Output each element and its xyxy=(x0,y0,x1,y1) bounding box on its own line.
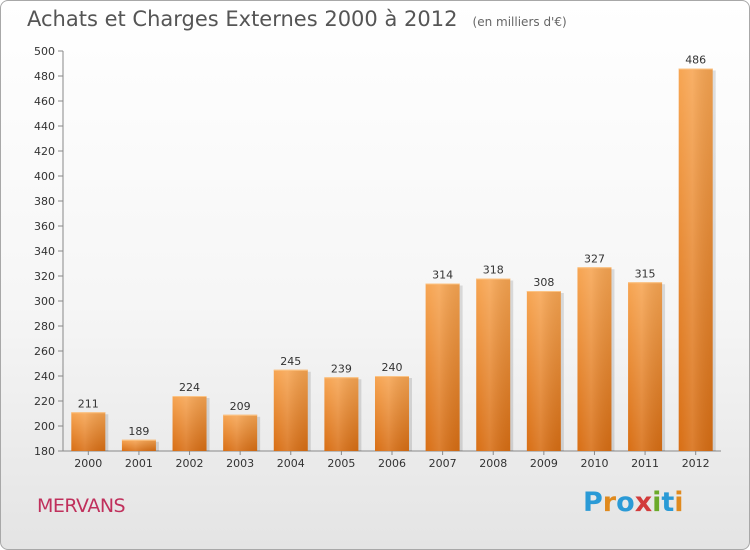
logo-letter: o xyxy=(616,487,635,518)
logo-letter: i xyxy=(674,487,684,518)
commune-name: MERVANS xyxy=(37,495,126,517)
bar-value-label: 318 xyxy=(483,264,504,277)
x-tick-label: 2012 xyxy=(682,457,710,470)
logo-letter: P xyxy=(583,487,603,518)
y-tick-label: 440 xyxy=(34,120,55,133)
y-tick-label: 480 xyxy=(34,70,55,83)
x-tick-label: 2009 xyxy=(530,457,558,470)
y-tick-label: 300 xyxy=(34,295,55,308)
bar-highlight xyxy=(273,369,308,451)
x-tick-label: 2003 xyxy=(226,457,254,470)
y-tick-label: 200 xyxy=(34,420,55,433)
x-tick-label: 2007 xyxy=(429,457,457,470)
y-tick-label: 360 xyxy=(34,220,55,233)
y-tick-label: 280 xyxy=(34,320,55,333)
y-tick-label: 180 xyxy=(34,445,55,458)
bar-highlight xyxy=(71,412,106,451)
x-tick-label: 2006 xyxy=(378,457,406,470)
bar-value-label: 240 xyxy=(382,361,403,374)
y-tick-label: 240 xyxy=(34,370,55,383)
x-tick-label: 2002 xyxy=(176,457,204,470)
bar-highlight xyxy=(121,439,156,451)
bar-value-label: 327 xyxy=(584,252,605,265)
logo-letter: t xyxy=(661,487,675,518)
x-tick-label: 2001 xyxy=(125,457,153,470)
logo-letter: i xyxy=(652,487,662,518)
y-tick-label: 500 xyxy=(34,45,55,58)
bar-value-label: 315 xyxy=(635,267,656,280)
bar-highlight xyxy=(324,377,359,451)
bar-value-label: 486 xyxy=(685,54,706,67)
y-tick-label: 220 xyxy=(34,395,55,408)
chart-bars xyxy=(71,68,716,451)
bar-highlight xyxy=(476,278,511,451)
y-tick-label: 420 xyxy=(34,145,55,158)
chart-title: Achats et Charges Externes 2000 à 2012 xyxy=(27,7,458,31)
bar-highlight xyxy=(526,291,561,451)
y-tick-label: 460 xyxy=(34,95,55,108)
proxiti-logo: Proxiti xyxy=(583,487,684,518)
bar-highlight xyxy=(172,396,207,451)
bar-highlight xyxy=(577,267,612,451)
bar-highlight xyxy=(678,68,713,451)
logo-letter: x xyxy=(634,487,653,518)
bar-value-label: 209 xyxy=(230,400,251,413)
chart-labels: 180 200 220 240 260 280 300 320 340 360 380 400 420 4… xyxy=(34,45,710,470)
bar-value-label: 245 xyxy=(280,355,301,368)
y-tick-label: 380 xyxy=(34,195,55,208)
bar-value-label: 314 xyxy=(432,269,453,282)
bar-highlight xyxy=(375,376,409,451)
logo-letter: r xyxy=(602,487,617,518)
bar-highlight xyxy=(223,414,258,451)
y-tick-label: 260 xyxy=(34,345,55,358)
bar-value-label: 211 xyxy=(78,397,99,410)
bar-value-label: 189 xyxy=(128,425,149,438)
chart-subtitle: (en milliers d'€) xyxy=(472,15,567,29)
x-tick-label: 2005 xyxy=(327,457,355,470)
y-tick-label: 340 xyxy=(34,245,55,258)
bar-value-label: 224 xyxy=(179,381,200,394)
x-tick-label: 2010 xyxy=(580,457,608,470)
x-tick-label: 2011 xyxy=(631,457,659,470)
x-tick-label: 2008 xyxy=(479,457,507,470)
bar-highlight xyxy=(425,283,460,451)
x-tick-label: 2000 xyxy=(74,457,102,470)
bar-value-label: 308 xyxy=(533,276,554,289)
y-tick-label: 400 xyxy=(34,170,55,183)
chart-header: Achats et Charges Externes 2000 à 2012 (… xyxy=(27,7,567,31)
y-tick-label: 320 xyxy=(34,270,55,283)
bar-value-label: 239 xyxy=(331,362,352,375)
bar-highlight xyxy=(628,282,663,451)
x-tick-label: 2004 xyxy=(277,457,305,470)
